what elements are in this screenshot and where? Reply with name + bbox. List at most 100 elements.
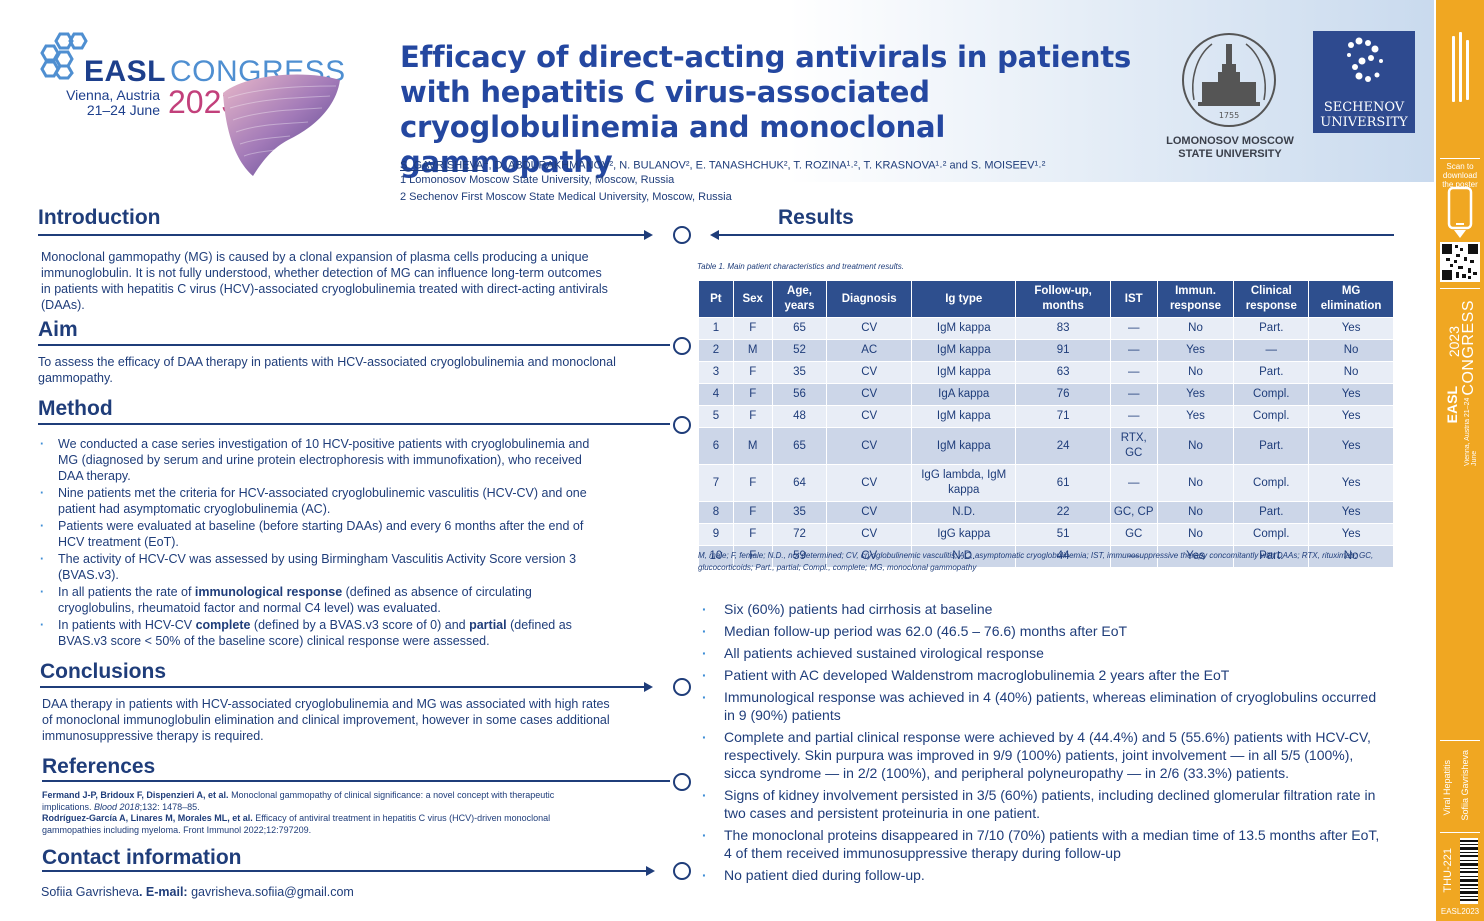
table-cell: IgM kappa — [911, 427, 1017, 465]
introduction-title: Introduction — [38, 206, 161, 229]
side-strip: Scan to download the poster CONGRESS 202… — [1436, 0, 1484, 921]
side-congress: CONGRESS — [1460, 300, 1477, 396]
table-row: 9 F 72 CV IgG kappa 51 GC No Compl. Yes — [698, 523, 1394, 546]
table-body: 1 F 65 CV IgM kappa 83— No Part. Yes 2 M 52 AC IgM ka… — [698, 317, 1394, 568]
table-cell: F — [732, 405, 773, 428]
table-cell: 1 — [698, 317, 734, 340]
table-cell: CV — [826, 361, 913, 384]
table-cell: Compl. — [1233, 523, 1310, 546]
method-node-icon — [673, 416, 691, 434]
table-cell: CV — [826, 545, 913, 568]
table-cell: IgG kappa — [911, 523, 1017, 546]
result-item: Immunological response was achieved in 4… — [700, 688, 1380, 724]
table-cell: IgM kappa — [911, 361, 1017, 384]
conclusions-title: Conclusions — [40, 660, 167, 683]
venue-city: Vienna, Austria — [66, 87, 160, 103]
table-row: 1 F 65 CV IgM kappa 83— No Part. Yes — [698, 317, 1394, 340]
reference-1: Fermand J-P, Bridoux F, Dispenzieri A, e… — [42, 790, 582, 813]
aim-node-icon — [673, 337, 691, 355]
ref-authors: Fermand J-P, Bridoux F, Dispenzieri A, e… — [42, 790, 229, 800]
qr-code-icon[interactable] — [1440, 242, 1480, 282]
msu-seal-year: 1755 — [1219, 111, 1239, 120]
text-run: (defined as BVAS.v3 score < 50% of the b… — [58, 618, 572, 648]
table-cell: No — [1308, 545, 1394, 568]
table-cell: 56 — [771, 383, 828, 406]
table-cell: 35 — [771, 501, 828, 524]
method-item-immunological: In all patients the rate of immunologica… — [38, 584, 603, 616]
side-category: Viral Hepatitis — [1442, 760, 1452, 816]
contact-email[interactable]: gavrisheva.sofiia@gmail.com — [187, 885, 354, 899]
table-cell: 22 — [1015, 501, 1111, 524]
side-easl: EASL — [1444, 386, 1460, 424]
table-cell: 64 — [771, 464, 828, 502]
table-cell: No — [1156, 361, 1235, 384]
msu-seal-icon: 1755 — [1182, 33, 1276, 127]
venue: Vienna, Austria 21–24 June — [62, 88, 160, 118]
poster-code: THU-221 — [1442, 848, 1454, 893]
table-cell: Compl. — [1233, 464, 1310, 502]
table-cell: Yes — [1308, 405, 1394, 428]
result-item: Six (60%) patients had cirrhosis at base… — [700, 600, 1380, 618]
introduction-arrow-icon — [644, 230, 653, 240]
text-run: In patients with HCV-CV — [58, 618, 196, 632]
table-cell: 8 — [698, 501, 734, 524]
conclusions-text: DAA therapy in patients with HCV-associa… — [42, 697, 610, 743]
text-run-bold: immunological response — [194, 585, 343, 599]
table-cell: No — [1156, 464, 1235, 502]
references-node-icon — [673, 773, 691, 791]
sechenov-dots-icon — [1347, 37, 1383, 82]
table-cell: 3 — [698, 361, 734, 384]
result-item: No patient died during follow-up. — [700, 866, 1380, 884]
table-cell: IgA kappa — [911, 383, 1017, 406]
table-cell: CV — [826, 501, 913, 524]
sechenov-line-1: SECHENOV — [1323, 100, 1405, 115]
first-author-affiliation: 1 — [483, 156, 489, 166]
table-cell: 71 — [1015, 405, 1111, 428]
introduction-text: Monoclonal gammopathy (MG) is caused by … — [41, 250, 608, 312]
table-cell: 51 — [1015, 523, 1111, 546]
table-cell: No — [1156, 427, 1235, 465]
email-label: . E-mail: — [138, 885, 188, 899]
down-arrow-icon — [1454, 230, 1466, 238]
table-cell: Yes — [1308, 427, 1394, 465]
author-list: S. GAVRISHEVA1, D. ABDURAKHMANOV², N. BU… — [400, 156, 1045, 172]
easl-brand: EASL — [84, 55, 167, 88]
table-cell: — — [1233, 339, 1310, 362]
references-title: References — [42, 755, 156, 778]
table-cell: F — [732, 361, 773, 384]
method-item: We conducted a case series investigation… — [38, 436, 603, 484]
contact-node-icon — [673, 862, 691, 880]
conclusions-rule — [40, 686, 650, 688]
table-cell: Yes — [1156, 339, 1235, 362]
table-cell: No — [1308, 361, 1394, 384]
table-cell: F — [732, 317, 773, 340]
table-cell: IgM kappa — [911, 339, 1017, 362]
table-cell: F — [732, 523, 773, 546]
text-run: (defined as absence of circulating cryog… — [58, 585, 532, 615]
msu-name: LOMONOSOV MOSCOW STATE UNIVERSITY — [1166, 135, 1294, 160]
results-title: Results — [778, 206, 854, 229]
table-cell: N.D. — [911, 545, 1017, 568]
table-cell: 6 — [698, 427, 734, 465]
results-list: Six (60%) patients had cirrhosis at base… — [700, 600, 1380, 888]
contact-arrow-icon — [646, 866, 655, 876]
result-item: The monoclonal proteins disappeared in 7… — [700, 826, 1380, 862]
result-item: Median follow-up period was 62.0 (46.5 –… — [700, 622, 1380, 640]
table-cell: No — [1156, 523, 1235, 546]
table-cell: 7 — [698, 464, 734, 502]
table-cell: F — [732, 545, 773, 568]
method-item-clinical: In patients with HCV-CV complete (define… — [38, 617, 603, 649]
table-cell: 83 — [1015, 317, 1111, 340]
table-cell: 65 — [771, 427, 828, 465]
table-cell: Yes — [1156, 383, 1235, 406]
table-cell: Part. — [1233, 501, 1310, 524]
table-cell: RTX, GC — [1109, 427, 1158, 465]
method-rule — [38, 423, 670, 425]
table-cell: CV — [826, 405, 913, 428]
table-cell: CV — [826, 317, 913, 340]
table-cell: 61 — [1015, 464, 1111, 502]
col-header: Follow-up, months — [1015, 280, 1111, 318]
affiliation-2: 2 Sechenov First Moscow State Medical Un… — [400, 191, 732, 203]
results-rule — [718, 234, 1394, 236]
table-cell: 76 — [1015, 383, 1111, 406]
